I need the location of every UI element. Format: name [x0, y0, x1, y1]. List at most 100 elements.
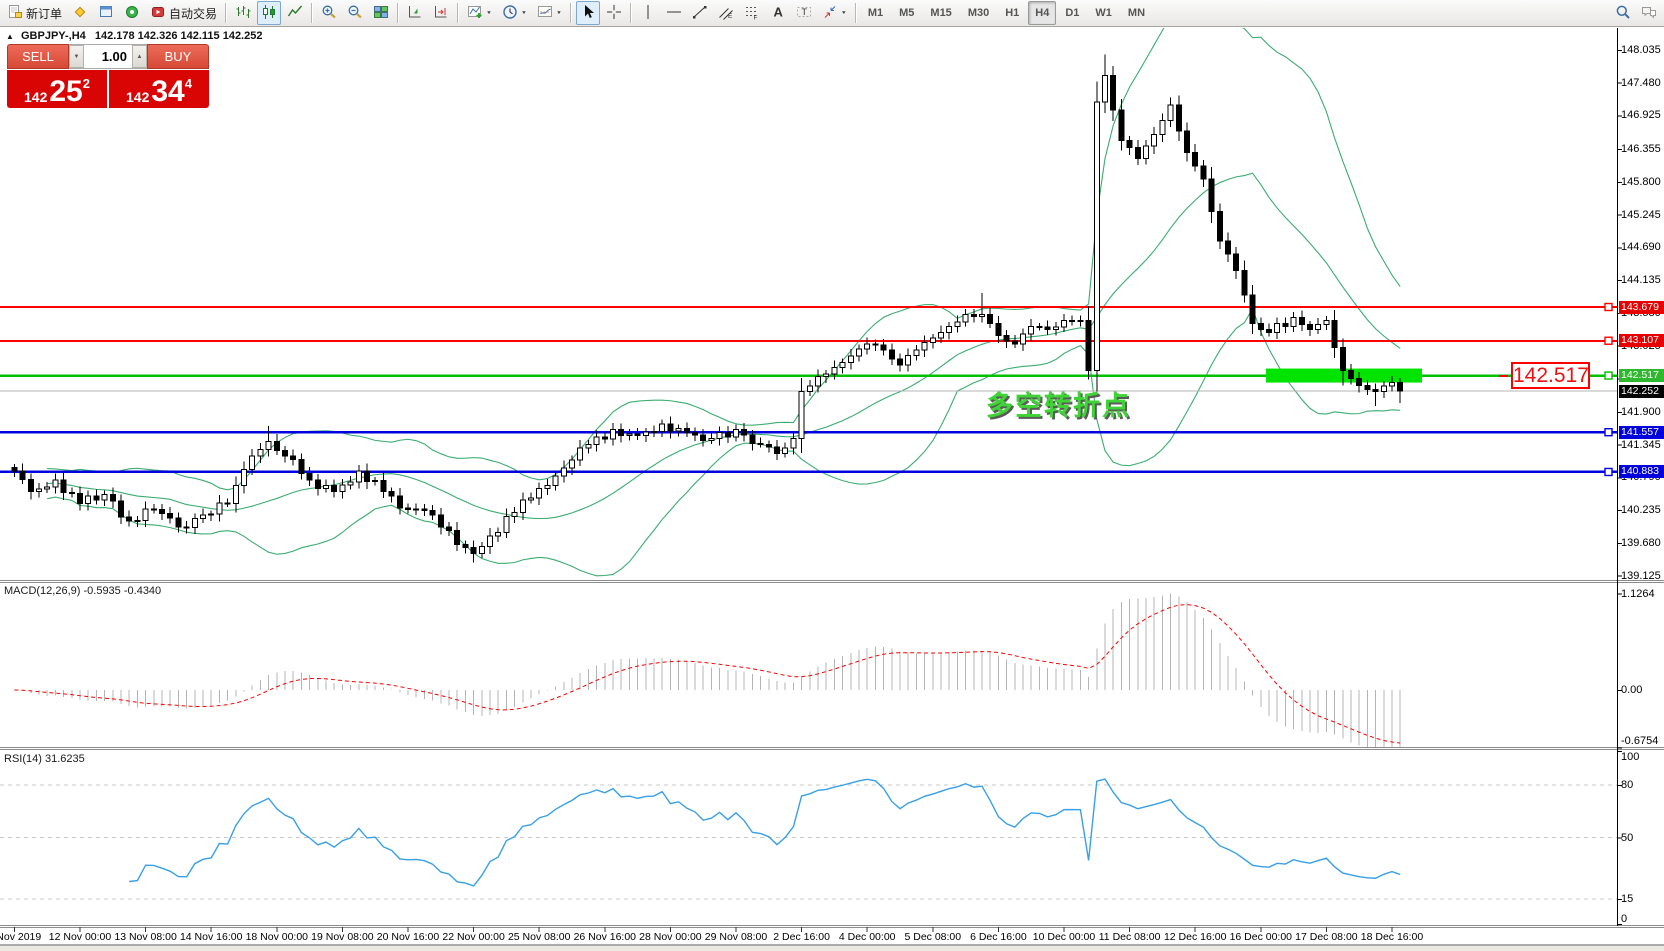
data-window-button[interactable]: [94, 1, 118, 25]
channel-icon: E: [718, 4, 734, 23]
buy-button[interactable]: BUY: [147, 44, 209, 69]
macd-signal-line: [14, 604, 1401, 744]
collapse-panel-icon[interactable]: ▲: [6, 32, 14, 41]
text-button[interactable]: A: [766, 1, 790, 25]
volume-increase-button[interactable]: ▲: [132, 45, 147, 68]
macd-name: MACD(12,26,9): [4, 585, 81, 597]
price-callout-box[interactable]: 142.517: [1511, 362, 1590, 389]
sell-button[interactable]: SELL: [7, 44, 69, 69]
macd-value: -0.5935: [83, 585, 121, 597]
timeframe-h4-button[interactable]: H4: [1028, 1, 1057, 25]
chat-button[interactable]: [1637, 1, 1661, 25]
toolbar-separator: [397, 3, 400, 23]
chat-icon: [1641, 4, 1657, 23]
time-axis-label: 10 Dec 00:00: [1032, 931, 1096, 943]
line-chart-button[interactable]: [283, 1, 307, 25]
time-axis-label: 4 Dec 00:00: [838, 931, 896, 943]
autotrading-button[interactable]: 自动交易: [146, 1, 221, 25]
navigator-button[interactable]: [120, 1, 144, 25]
arrows-button[interactable]: ▼: [818, 1, 851, 25]
templates-button[interactable]: ▼: [533, 1, 566, 25]
periods-dropdown-icon[interactable]: ▼: [520, 10, 527, 16]
bar-chart-button[interactable]: [231, 1, 255, 25]
text-icon: A: [770, 4, 786, 23]
level-anchor-142.517[interactable]: [1604, 371, 1613, 380]
text-label-button[interactable]: T: [792, 1, 816, 25]
price-axis-tick-label: 145.800: [1621, 175, 1661, 188]
timeframe-h1-button[interactable]: H1: [1005, 7, 1020, 19]
volume-decrease-button[interactable]: ▼: [69, 45, 84, 68]
rsi-line: [129, 778, 1401, 887]
highlight-zone[interactable]: [1266, 368, 1422, 383]
indicators-dropdown-icon[interactable]: ▼: [486, 10, 492, 16]
indicators-button[interactable]: ▼: [463, 1, 496, 25]
auto-scroll-button[interactable]: [429, 1, 453, 25]
level-anchor-141.557[interactable]: [1604, 428, 1613, 437]
level-anchor-140.883[interactable]: [1604, 467, 1613, 477]
timeframe-m30-button[interactable]: M30: [967, 7, 990, 19]
templates-dropdown-icon[interactable]: ▼: [555, 10, 562, 16]
search-button[interactable]: [1611, 1, 1635, 25]
time-axis-label: 22 Nov 00:00: [442, 931, 505, 943]
market-watch-button[interactable]: [68, 1, 92, 25]
navigator-icon: [124, 4, 140, 23]
rsi-indicator-label: RSI(14) 31.6235: [4, 753, 85, 765]
timeframe-w1-button[interactable]: W1: [1095, 7, 1112, 19]
zoom-in-button[interactable]: [317, 1, 341, 25]
sell-price[interactable]: 142 25 2: [7, 70, 107, 108]
toolbar-separator: [311, 3, 314, 23]
chart-shift-button[interactable]: [403, 1, 427, 25]
sell-price-pip: 2: [82, 76, 90, 91]
hline-button[interactable]: [662, 1, 686, 25]
arrows-dropdown-icon[interactable]: ▼: [840, 10, 847, 16]
fibonacci-button[interactable]: F: [740, 1, 764, 25]
timeframe-d1-button[interactable]: D1: [1065, 7, 1080, 19]
new-order-icon: [7, 4, 23, 23]
rsi-axis-tick-label: 15: [1621, 892, 1634, 905]
buy-price-main: 34: [151, 74, 185, 108]
time-axis-label: 25 Nov 08:00: [507, 931, 571, 943]
periods-button[interactable]: ▼: [498, 1, 531, 25]
price-axis-tick-label: 139.125: [1621, 569, 1661, 582]
timeframe-m1-button[interactable]: M1: [867, 7, 884, 19]
zoom-out-icon: [347, 4, 363, 23]
hline-icon: [666, 4, 682, 23]
price-axis-tick-label: 139.680: [1621, 536, 1661, 549]
volume-value[interactable]: 1.00: [101, 49, 127, 64]
price-axis-tick-label: 145.245: [1621, 208, 1661, 221]
timeframe-m15-button[interactable]: M15: [930, 7, 952, 19]
chart-text-annotation[interactable]: 多空转折点: [986, 391, 1131, 421]
time-axis-label: 29 Nov 08:00: [704, 931, 768, 943]
time-axis-label: 12 Dec 16:00: [1163, 931, 1227, 943]
new-order-button[interactable]: 新订单: [3, 1, 66, 25]
trendline-button[interactable]: [688, 1, 712, 25]
candlestick-button[interactable]: [257, 1, 282, 25]
level-anchor-143.107[interactable]: [1604, 336, 1613, 345]
time-axis-label: 18 Nov 00:00: [245, 931, 309, 943]
rsi-axis-tick-label: 100: [1621, 751, 1640, 763]
vline-button[interactable]: [636, 1, 660, 25]
price-axis-tick-label: 146.355: [1621, 143, 1661, 156]
buy-price[interactable]: 142 34 4: [109, 70, 209, 108]
cursor-button[interactable]: [575, 1, 600, 25]
svg-text:T: T: [801, 7, 807, 17]
macd-axis-tick-label: -0.6754: [1621, 735, 1659, 747]
timeframe-mn-button[interactable]: MN: [1127, 7, 1146, 19]
rsi-axis-tick-label: 50: [1621, 831, 1634, 844]
rsi-value: 31.6235: [44, 753, 85, 765]
price-axis-tick-label: 144.135: [1621, 274, 1661, 287]
price-axis-tick-label: 148.035: [1621, 44, 1661, 56]
channel-button[interactable]: E: [714, 1, 738, 25]
zoom-out-button[interactable]: [343, 1, 367, 25]
chart-shift-icon: [407, 4, 423, 23]
one-click-trading-panel: SELL ▼ 1.00 ▲ BUY 142 25 2 142 34 4: [7, 44, 209, 108]
macd-pane: [14, 593, 1401, 748]
timeframe-m5-button[interactable]: M5: [899, 7, 915, 19]
rsi-name: RSI(14): [4, 753, 42, 765]
main-pane: [0, 28, 1617, 577]
tile-windows-button[interactable]: [369, 1, 393, 25]
level-anchor-143.679[interactable]: [1604, 302, 1613, 312]
crosshair-button[interactable]: [602, 1, 626, 25]
svg-text:E: E: [728, 13, 733, 20]
symbol-title: GBPJPY-,H4: [20, 30, 86, 42]
